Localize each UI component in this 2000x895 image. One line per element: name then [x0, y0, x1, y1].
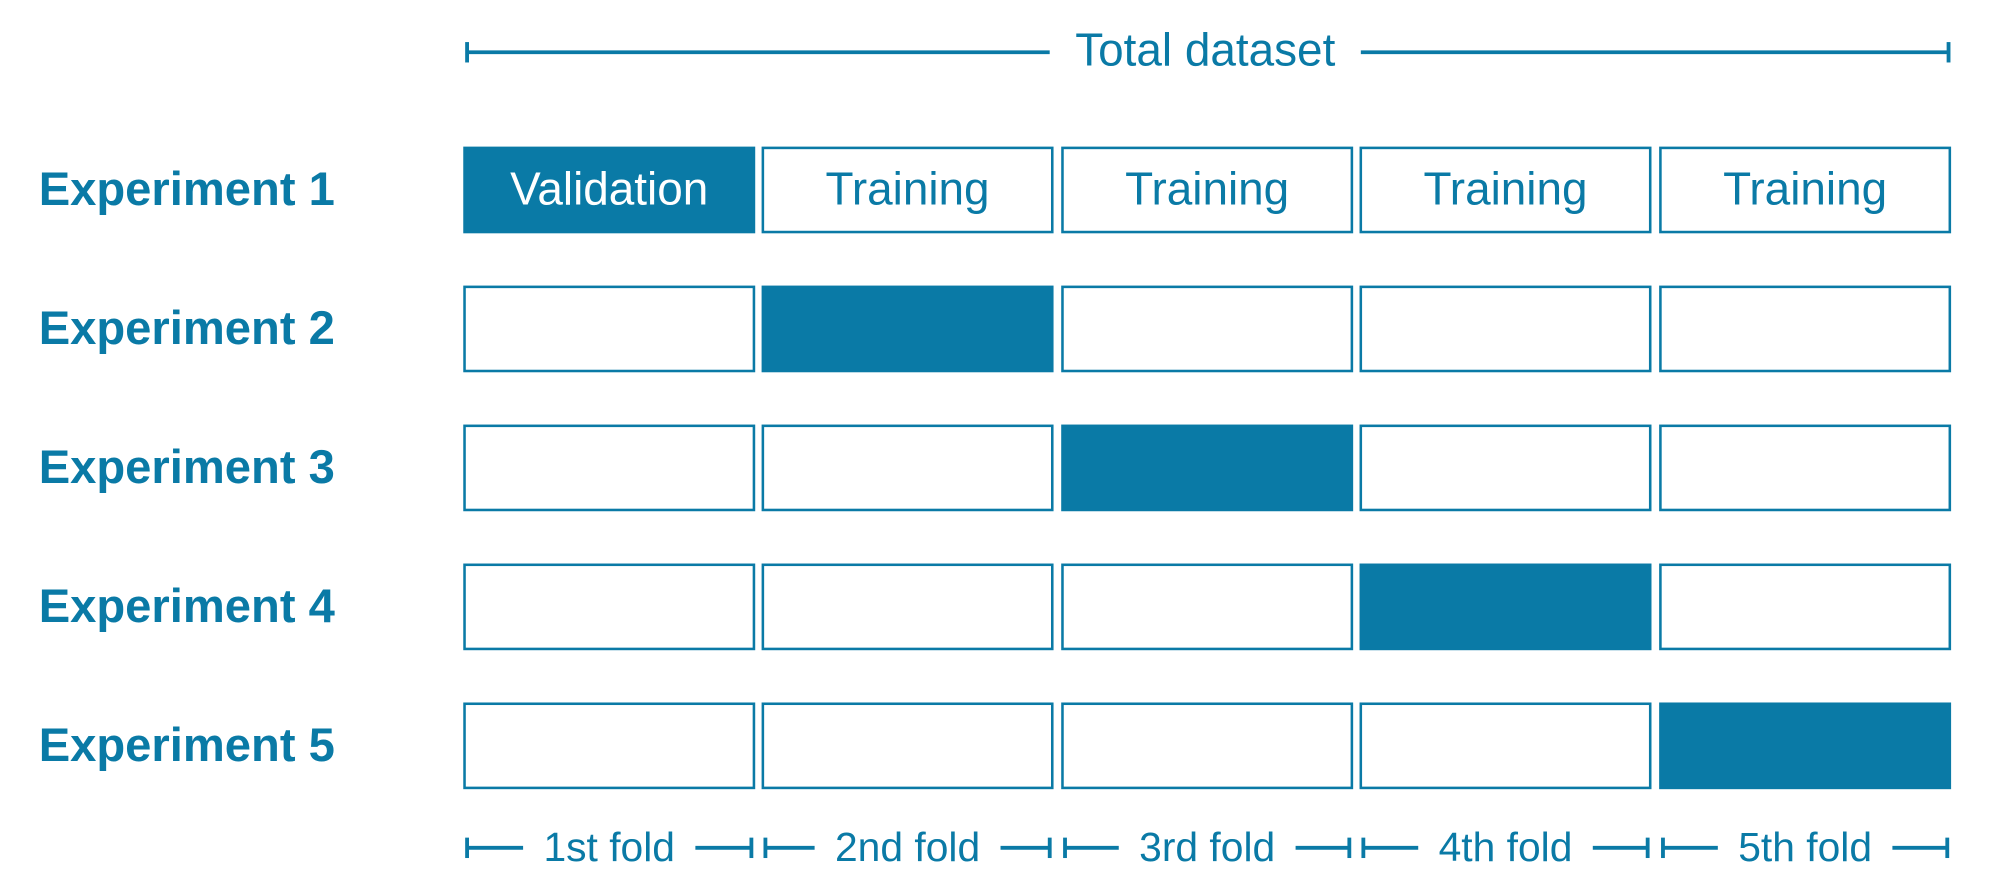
- training-cell: [1359, 285, 1652, 373]
- training-cell: [1359, 424, 1652, 512]
- validation-cell: [761, 285, 1054, 373]
- training-cell: [761, 424, 1054, 512]
- experiment-label: Experiment 3: [39, 440, 335, 493]
- experiment-label: Experiment 1: [39, 162, 335, 215]
- training-cell: [761, 702, 1054, 790]
- fold-label: 3rd fold: [1139, 824, 1275, 870]
- experiment-label: Experiment 5: [39, 718, 335, 771]
- training-cell: [1659, 563, 1952, 651]
- training-cell: [1061, 702, 1354, 790]
- validation-cell: [463, 146, 756, 234]
- training-cell: [463, 563, 756, 651]
- training-cell: [463, 285, 756, 373]
- training-cell: [1659, 424, 1952, 512]
- experiment-label: Experiment 4: [39, 579, 335, 632]
- training-cell: [761, 146, 1054, 234]
- training-cell: [761, 563, 1054, 651]
- cell-label: Validation: [510, 163, 708, 215]
- training-cell: [1359, 146, 1652, 234]
- training-cell: [463, 424, 756, 512]
- validation-cell: [1061, 424, 1354, 512]
- training-cell: [1659, 146, 1952, 234]
- training-cell: [463, 702, 756, 790]
- title: Total dataset: [1075, 24, 1335, 76]
- training-cell: [1061, 146, 1354, 234]
- training-cell: [1061, 563, 1354, 651]
- validation-cell: [1659, 702, 1952, 790]
- cell-label: Training: [1423, 163, 1587, 215]
- cell-label: Training: [1723, 163, 1887, 215]
- experiment-label: Experiment 2: [39, 301, 335, 354]
- fold-label: 5th fold: [1738, 824, 1872, 870]
- fold-label: 1st fold: [543, 824, 674, 870]
- validation-cell: [1359, 563, 1652, 651]
- training-cell: [1061, 285, 1354, 373]
- fold-label: 4th fold: [1439, 824, 1573, 870]
- fold-label: 2nd fold: [835, 824, 980, 870]
- training-cell: [1359, 702, 1652, 790]
- training-cell: [1659, 285, 1952, 373]
- cell-label: Training: [826, 163, 990, 215]
- cell-label: Training: [1125, 163, 1289, 215]
